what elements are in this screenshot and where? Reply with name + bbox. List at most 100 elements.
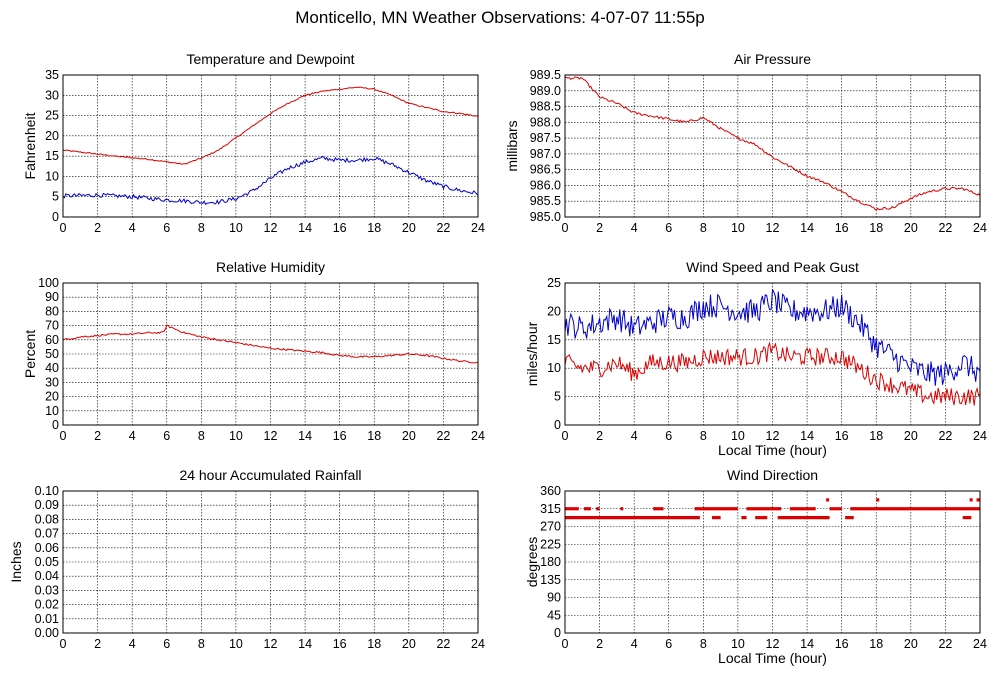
y-tick-label: 988.0 <box>530 115 561 129</box>
y-tick-label: 985.0 <box>530 210 561 224</box>
y-tick-label: 60 <box>45 333 59 347</box>
x-tick-label: 10 <box>229 221 243 235</box>
x-tick-label: 0 <box>60 221 67 235</box>
series-line-red <box>63 86 478 165</box>
x-tick-label: 16 <box>333 429 347 443</box>
x-tick-label: 2 <box>596 429 603 443</box>
chart-title: Wind Direction <box>727 467 818 483</box>
y-axis-label: miles/hour <box>524 321 540 386</box>
y-tick-label: 10 <box>547 361 561 375</box>
series-line-blue <box>63 155 478 206</box>
x-tick-label: 14 <box>800 637 814 651</box>
x-tick-label: 16 <box>835 429 849 443</box>
y-tick-label: 20 <box>547 304 561 318</box>
x-tick-label: 4 <box>631 429 638 443</box>
x-tick-label: 10 <box>229 637 243 651</box>
y-axis-label: millibars <box>504 120 520 171</box>
series-line-red <box>565 341 980 406</box>
y-tick-label: 988.5 <box>530 100 561 114</box>
y-tick-label: 986.0 <box>530 178 561 192</box>
x-tick-label: 0 <box>562 221 569 235</box>
x-tick-label: 18 <box>869 221 883 235</box>
x-tick-label: 4 <box>129 429 136 443</box>
x-tick-label: 6 <box>163 637 170 651</box>
x-tick-label: 12 <box>264 637 278 651</box>
y-tick-label: 0 <box>554 626 561 640</box>
x-tick-label: 18 <box>367 221 381 235</box>
y-tick-label: 315 <box>540 502 561 516</box>
x-tick-label: 0 <box>562 637 569 651</box>
y-tick-label: 0.01 <box>35 612 59 626</box>
x-tick-label: 4 <box>129 221 136 235</box>
x-tick-label: 10 <box>229 429 243 443</box>
x-tick-label: 20 <box>402 221 416 235</box>
y-tick-label: 0.10 <box>35 484 59 498</box>
plot-frame <box>564 74 981 218</box>
plot-frame <box>564 490 981 634</box>
x-tick-label: 14 <box>298 429 312 443</box>
chart-title: Temperature and Dewpoint <box>186 51 354 67</box>
x-tick-label: 22 <box>436 221 450 235</box>
y-tick-label: 5 <box>554 390 561 404</box>
y-tick-label: 987.0 <box>530 147 561 161</box>
x-tick-label: 20 <box>904 221 918 235</box>
y-tick-label: 10 <box>45 404 59 418</box>
y-axis-label: Inches <box>8 541 24 582</box>
x-tick-label: 16 <box>333 637 347 651</box>
x-tick-label: 2 <box>94 637 101 651</box>
x-axis-label: Local Time (hour) <box>718 650 827 666</box>
x-tick-label: 20 <box>402 637 416 651</box>
y-tick-label: 30 <box>45 88 59 102</box>
x-tick-label: 0 <box>60 429 67 443</box>
y-tick-label: 0 <box>52 210 59 224</box>
x-tick-label: 24 <box>973 221 987 235</box>
y-tick-label: 100 <box>38 276 59 290</box>
x-tick-label: 20 <box>904 429 918 443</box>
y-tick-label: 15 <box>547 333 561 347</box>
x-tick-label: 12 <box>766 429 780 443</box>
y-tick-label: 25 <box>547 276 561 290</box>
x-tick-label: 22 <box>436 429 450 443</box>
x-tick-label: 10 <box>731 637 745 651</box>
y-axis-label: degrees <box>524 537 540 588</box>
y-tick-label: 0.08 <box>35 512 59 526</box>
chart-title: Air Pressure <box>734 51 811 67</box>
x-tick-label: 24 <box>471 221 485 235</box>
y-tick-label: 50 <box>45 347 59 361</box>
y-tick-label: 45 <box>547 608 561 622</box>
x-tick-label: 24 <box>973 429 987 443</box>
x-tick-label: 2 <box>94 429 101 443</box>
y-tick-label: 135 <box>540 573 561 587</box>
y-axis-label: Percent <box>22 330 38 378</box>
y-tick-label: 25 <box>45 109 59 123</box>
x-tick-label: 8 <box>700 221 707 235</box>
x-tick-label: 24 <box>973 637 987 651</box>
y-tick-label: 180 <box>540 555 561 569</box>
x-tick-label: 10 <box>731 429 745 443</box>
y-tick-label: 20 <box>45 390 59 404</box>
x-tick-label: 14 <box>298 637 312 651</box>
y-tick-label: 0 <box>52 418 59 432</box>
plot-frame <box>564 282 981 426</box>
x-tick-label: 0 <box>562 429 569 443</box>
x-axis-label: Local Time (hour) <box>718 442 827 458</box>
y-tick-label: 0.03 <box>35 583 59 597</box>
x-tick-label: 2 <box>596 221 603 235</box>
x-tick-label: 6 <box>665 429 672 443</box>
x-tick-label: 22 <box>938 221 952 235</box>
x-tick-label: 14 <box>800 221 814 235</box>
page-title: Monticello, MN Weather Observations: 4-0… <box>295 8 705 27</box>
y-tick-label: 0 <box>554 418 561 432</box>
x-tick-label: 4 <box>631 637 638 651</box>
series-line-red <box>565 76 980 211</box>
y-tick-label: 90 <box>547 591 561 605</box>
y-tick-label: 989.0 <box>530 84 561 98</box>
series-line-blue <box>565 288 980 386</box>
y-tick-label: 5 <box>52 190 59 204</box>
x-tick-label: 12 <box>264 429 278 443</box>
x-tick-label: 14 <box>298 221 312 235</box>
